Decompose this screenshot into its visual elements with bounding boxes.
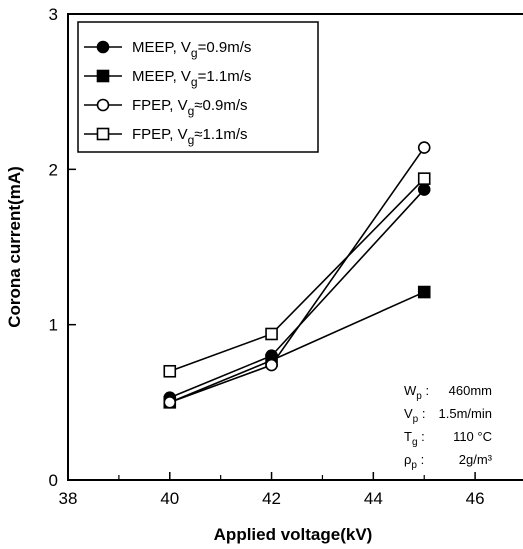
data-point-series-3 <box>417 141 431 154</box>
data-point-series-4 <box>417 172 431 185</box>
data-point-series-3 <box>163 396 177 409</box>
data-point-series-4 <box>265 327 278 341</box>
x-tick-label: 42 <box>262 489 281 508</box>
legend-box <box>77 21 319 153</box>
series-markers <box>163 141 431 409</box>
legend-label: FPEP, Vg≈0.9m/s <box>132 97 248 118</box>
parameter-value: 1.5m/min <box>439 406 492 421</box>
plot-frame <box>67 13 523 481</box>
x-tick-label: 44 <box>364 489 383 508</box>
x-tick-label: 38 <box>59 489 78 508</box>
parameter-label: Wp : <box>404 383 429 402</box>
data-point-series-4 <box>163 364 177 378</box>
legend-label: MEEP, Vg=0.9m/s <box>132 39 251 60</box>
parameter-label: ρp : <box>404 452 424 471</box>
data-point-series-1 <box>417 183 431 196</box>
parameter-value: 110 °C <box>453 429 492 444</box>
parameters-box: Wp : 460mm Vp : 1.5m/min Tg : 110 °C ρp : 2g/m³ <box>404 383 493 471</box>
y-tick-label: 0 <box>49 471 58 490</box>
y-tick-label: 2 <box>49 160 58 179</box>
parameter-label: Vp : <box>404 406 425 425</box>
x-tick-label: 40 <box>160 489 179 508</box>
legend-marker <box>96 40 110 54</box>
series-lines <box>169 147 425 404</box>
legend: MEEP, Vg=0.9m/s MEEP, Vg=1.1m/s FPEP, Vg≈0… <box>77 21 319 153</box>
series-line-3 <box>169 147 425 404</box>
y-tick-label: 3 <box>49 5 58 24</box>
x-axis-title: Applied voltage(kV) <box>214 525 373 544</box>
legend-label: FPEP, Vg≈1.1m/s <box>132 126 248 147</box>
series-line-4 <box>169 178 425 373</box>
data-point-series-3 <box>265 358 278 372</box>
parameter-value: 460mm <box>449 383 492 398</box>
y-tick-label: 1 <box>49 316 58 335</box>
parameter-value: 2g/m³ <box>459 452 493 467</box>
x-tick-label: 46 <box>466 489 485 508</box>
legend-marker <box>96 69 110 83</box>
legend-marker <box>96 127 110 141</box>
parameter-label: Tg : <box>404 429 425 448</box>
legend-marker <box>96 98 110 112</box>
data-point-series-2 <box>417 285 431 299</box>
series-line-1 <box>169 188 425 399</box>
legend-label: MEEP, Vg=1.1m/s <box>132 68 251 89</box>
axis-ticks: 38 40 42 44 46 0 1 2 3 <box>49 5 485 508</box>
y-axis-title: Corona current(mA) <box>5 166 24 328</box>
